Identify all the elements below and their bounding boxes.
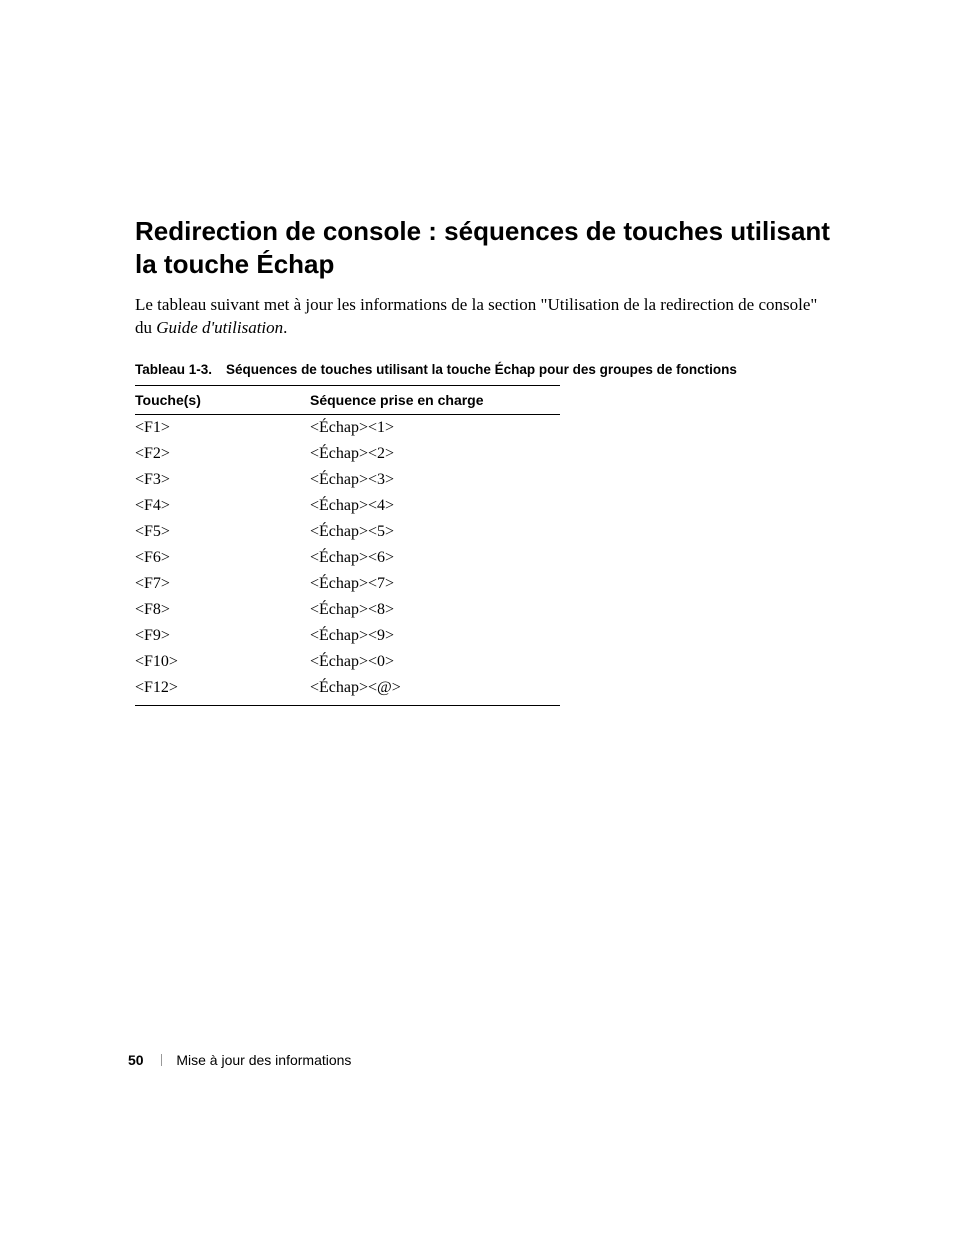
cell-sequence: <Échap><0> — [310, 649, 560, 675]
cell-key: <F10> — [135, 649, 310, 675]
key-sequence-table: Touche(s) Séquence prise en charge <F1><… — [135, 385, 560, 706]
cell-key: <F12> — [135, 675, 310, 706]
cell-sequence: <Échap><1> — [310, 414, 560, 441]
cell-key: <F9> — [135, 623, 310, 649]
page-number: 50 — [128, 1052, 144, 1068]
table-row: <F7><Échap><7> — [135, 571, 560, 597]
col-header-sequence: Séquence prise en charge — [310, 385, 560, 414]
table-row: <F10><Échap><0> — [135, 649, 560, 675]
table-row: <F1><Échap><1> — [135, 414, 560, 441]
table-row: <F3><Échap><3> — [135, 467, 560, 493]
cell-sequence: <Échap><@> — [310, 675, 560, 706]
cell-key: <F8> — [135, 597, 310, 623]
cell-sequence: <Échap><5> — [310, 519, 560, 545]
cell-sequence: <Échap><7> — [310, 571, 560, 597]
section-heading: Redirection de console : séquences de to… — [135, 215, 834, 280]
caption-text: Séquences de touches utilisant la touche… — [226, 362, 737, 377]
heading-line-1: Redirection de console : séquences de to… — [135, 216, 830, 246]
footer-section-title: Mise à jour des informations — [176, 1052, 351, 1068]
footer-separator — [161, 1054, 162, 1066]
cell-key: <F7> — [135, 571, 310, 597]
cell-sequence: <Échap><9> — [310, 623, 560, 649]
cell-sequence: <Échap><8> — [310, 597, 560, 623]
cell-sequence: <Échap><4> — [310, 493, 560, 519]
table-row: <F9><Échap><9> — [135, 623, 560, 649]
table-row: <F2><Échap><2> — [135, 441, 560, 467]
cell-key: <F4> — [135, 493, 310, 519]
cell-key: <F3> — [135, 467, 310, 493]
cell-key: <F6> — [135, 545, 310, 571]
cell-sequence: <Échap><2> — [310, 441, 560, 467]
intro-text-2: . — [283, 318, 287, 337]
intro-italic: Guide d'utilisation — [156, 318, 283, 337]
page: Redirection de console : séquences de to… — [0, 0, 954, 1235]
page-footer: 50 Mise à jour des informations — [128, 1052, 351, 1068]
caption-label: Tableau 1-3. — [135, 362, 212, 377]
cell-key: <F1> — [135, 414, 310, 441]
table-header-row: Touche(s) Séquence prise en charge — [135, 385, 560, 414]
intro-paragraph: Le tableau suivant met à jour les inform… — [135, 294, 834, 340]
table-row: <F12><Échap><@> — [135, 675, 560, 706]
table-row: <F4><Échap><4> — [135, 493, 560, 519]
table-row: <F6><Échap><6> — [135, 545, 560, 571]
cell-key: <F2> — [135, 441, 310, 467]
cell-sequence: <Échap><3> — [310, 467, 560, 493]
table-row: <F8><Échap><8> — [135, 597, 560, 623]
heading-line-2: la touche Échap — [135, 249, 334, 279]
table-row: <F5><Échap><5> — [135, 519, 560, 545]
cell-sequence: <Échap><6> — [310, 545, 560, 571]
cell-key: <F5> — [135, 519, 310, 545]
table-caption: Tableau 1-3. Séquences de touches utilisa… — [135, 362, 834, 377]
col-header-key: Touche(s) — [135, 385, 310, 414]
